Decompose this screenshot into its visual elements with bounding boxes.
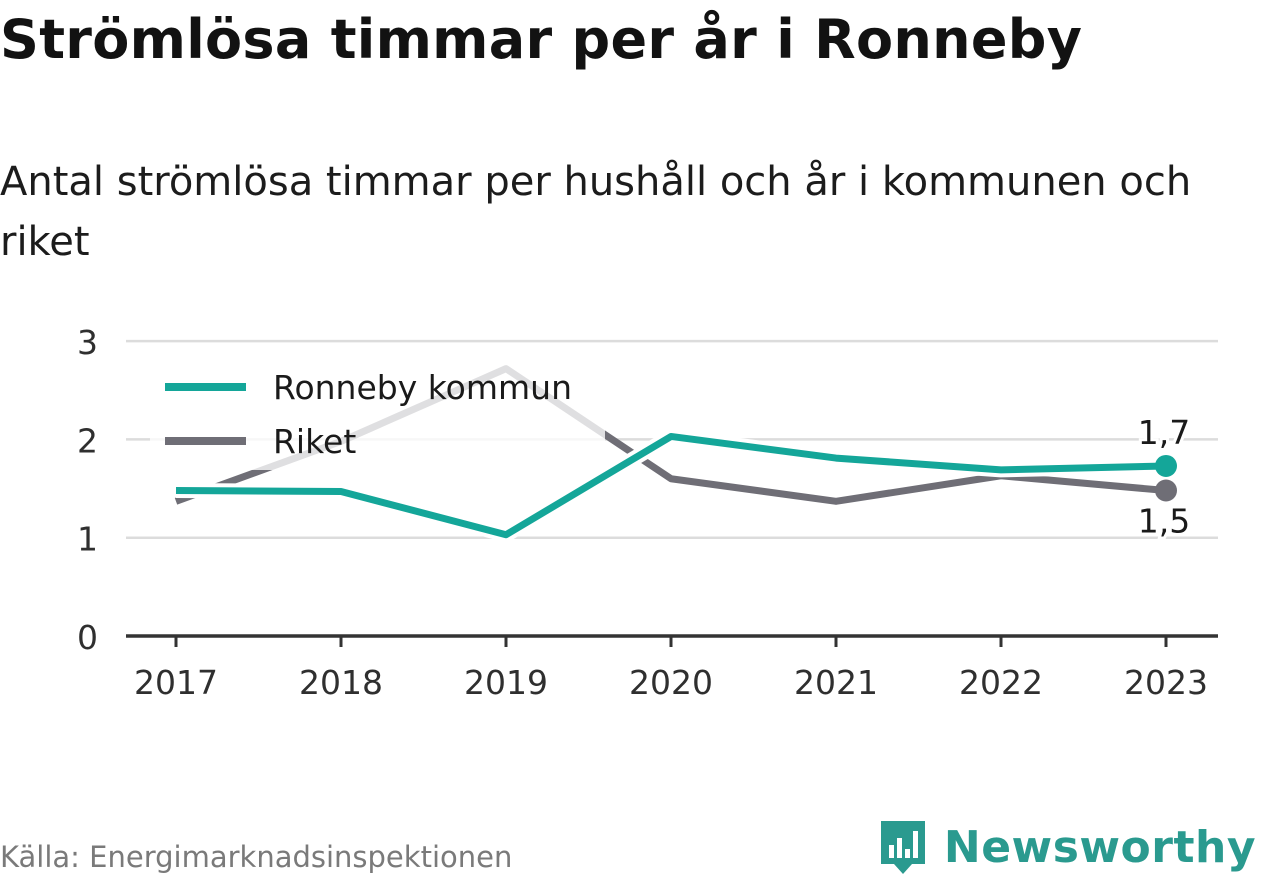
brand-logo: Newsworthy	[878, 818, 1256, 876]
x-tick-label: 2023	[1124, 663, 1208, 702]
chart-title: Strömlösa timmar per år i Ronneby	[0, 8, 1083, 71]
legend-background	[150, 350, 605, 470]
y-tick-label: 1	[77, 520, 98, 559]
x-tick-label: 2017	[134, 663, 218, 702]
end-point-ronneby	[1155, 454, 1177, 477]
data-label-riket: 1,5	[1138, 502, 1190, 541]
x-axis: 2017 2018 2019 2020 2021 2022 2023	[126, 634, 1218, 702]
legend: Ronneby kommun Riket	[150, 350, 605, 470]
legend-label: Ronneby kommun	[273, 368, 572, 407]
x-tick-label: 2019	[464, 663, 548, 702]
y-tick-label: 0	[77, 618, 98, 657]
source-note: Källa: Energimarknadsinspektionen	[0, 840, 513, 874]
x-tick-label: 2020	[629, 663, 713, 702]
x-tick-label: 2018	[299, 663, 383, 702]
x-tick-label: 2022	[959, 663, 1043, 702]
bar-chart-bubble-icon	[880, 821, 925, 874]
legend-label: Riket	[273, 422, 356, 461]
end-point-riket	[1155, 479, 1177, 502]
series-line-ronneby	[175, 432, 1167, 539]
line-chart: 0 1 2 3 2017 2018 2019 2020 2021 2022 2023 Ronneb…	[77, 323, 1218, 702]
data-label-ronneby: 1,7	[1138, 413, 1190, 452]
end-labels: 1,7 1,5	[1135, 410, 1193, 544]
y-tick-label: 3	[77, 323, 98, 362]
x-tick-label: 2021	[794, 663, 878, 702]
y-tick-label: 2	[77, 421, 98, 460]
brand-name: Newsworthy	[943, 821, 1256, 873]
chart-subtitle: Antal strömlösa timmar per hushåll och å…	[0, 159, 1192, 265]
